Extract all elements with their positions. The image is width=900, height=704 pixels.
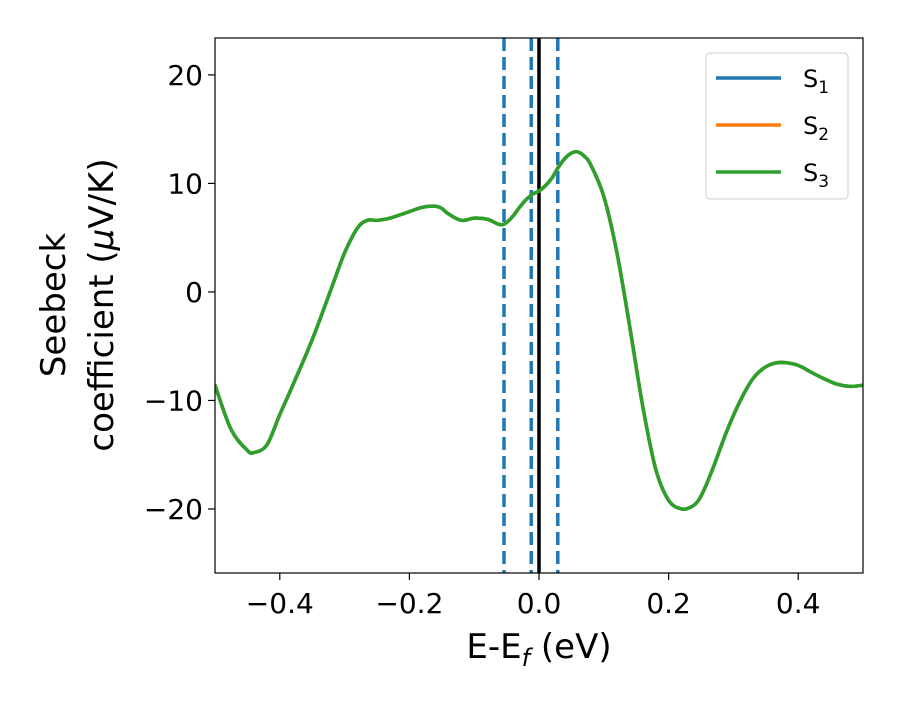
x-tick-label: 0.2	[646, 587, 691, 620]
y-axis-ticks: −20 −10 0 10 20	[144, 59, 215, 526]
x-tick-label: −0.2	[375, 587, 443, 620]
reference-lines	[502, 38, 560, 573]
x-axis-ticks: −0.4 −0.2 0.0 0.2 0.4	[246, 573, 821, 620]
y-tick-label: −20	[144, 493, 203, 526]
legend-label: S1	[803, 65, 829, 98]
y-axis-label-line1: Seebeck	[34, 233, 74, 378]
y-tick-label: 20	[167, 59, 203, 92]
series-lines	[215, 149, 863, 512]
legend: S1 S2 S3	[705, 52, 849, 200]
y-tick-label: 10	[167, 167, 203, 200]
x-tick-label: 0.4	[776, 587, 821, 620]
y-axis-label: Seebeck coefficient (μV/K)	[34, 158, 122, 451]
x-axis-label: E-Ef (eV)	[466, 627, 611, 672]
legend-label: S3	[803, 159, 829, 192]
legend-label: S2	[803, 112, 829, 145]
y-axis-label-line2: coefficient (μV/K)	[82, 158, 122, 451]
x-tick-label: −0.4	[246, 587, 314, 620]
x-tick-label: 0.0	[517, 587, 562, 620]
x-axis-label-unit: (eV)	[530, 627, 612, 667]
y-tick-label: 0	[185, 276, 203, 309]
series-line-s3	[215, 149, 863, 512]
y-tick-label: −10	[144, 384, 203, 417]
